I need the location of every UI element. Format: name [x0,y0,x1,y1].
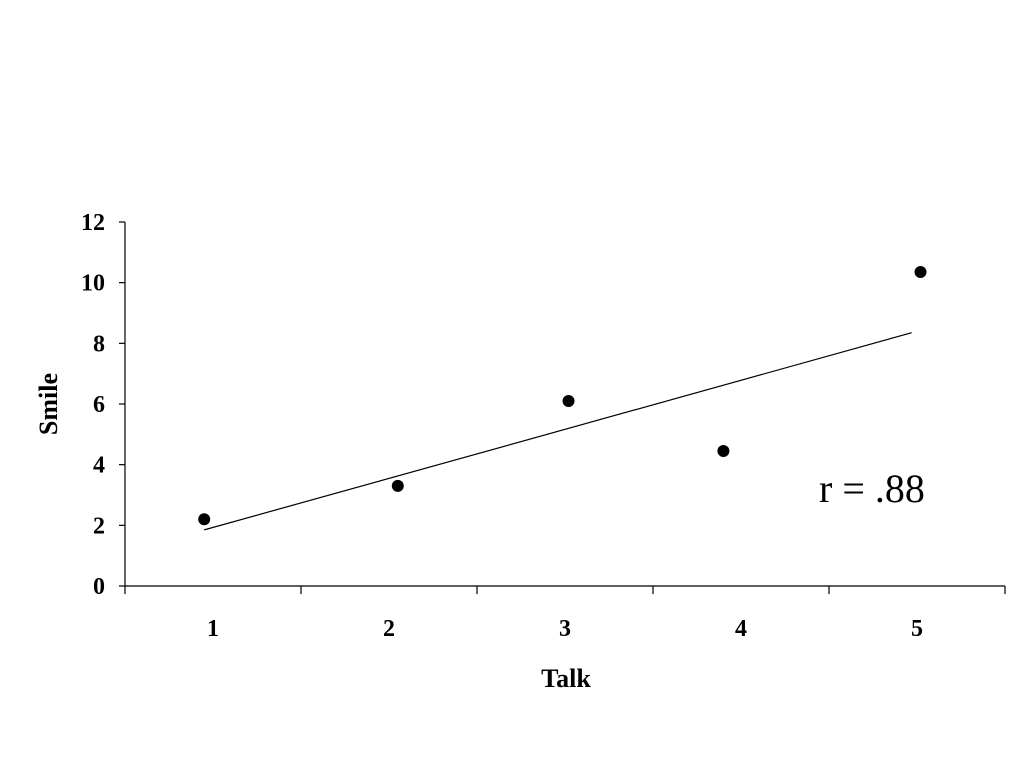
y-axis-ticks: 0 2 4 6 8 10 12 [81,210,125,600]
x-tick-label: 4 [735,616,747,642]
y-axis-title: Smile [34,373,63,435]
data-point [198,513,211,526]
y-tick-label: 4 [93,453,105,479]
data-point [562,394,575,407]
x-tick-label: 3 [559,616,571,642]
x-tick-label: 1 [207,616,219,642]
y-tick-label: 10 [81,271,105,297]
y-tick-label: 0 [93,574,105,600]
data-point [914,266,927,279]
x-tick-label: 2 [383,616,395,642]
trendline [204,332,912,531]
y-tick-label: 2 [93,513,105,539]
y-tick-label: 12 [81,210,105,236]
y-tick-label: 6 [93,392,105,418]
data-point [717,445,730,458]
x-axis-title: Talk [541,664,591,693]
x-axis-ticks: 1 2 3 4 5 [124,586,1006,642]
data-points [198,266,927,526]
x-tick-label: 5 [911,616,923,642]
correlation-annotation: r = .88 [819,466,925,511]
y-tick-label: 8 [93,331,105,357]
data-point [391,479,404,492]
